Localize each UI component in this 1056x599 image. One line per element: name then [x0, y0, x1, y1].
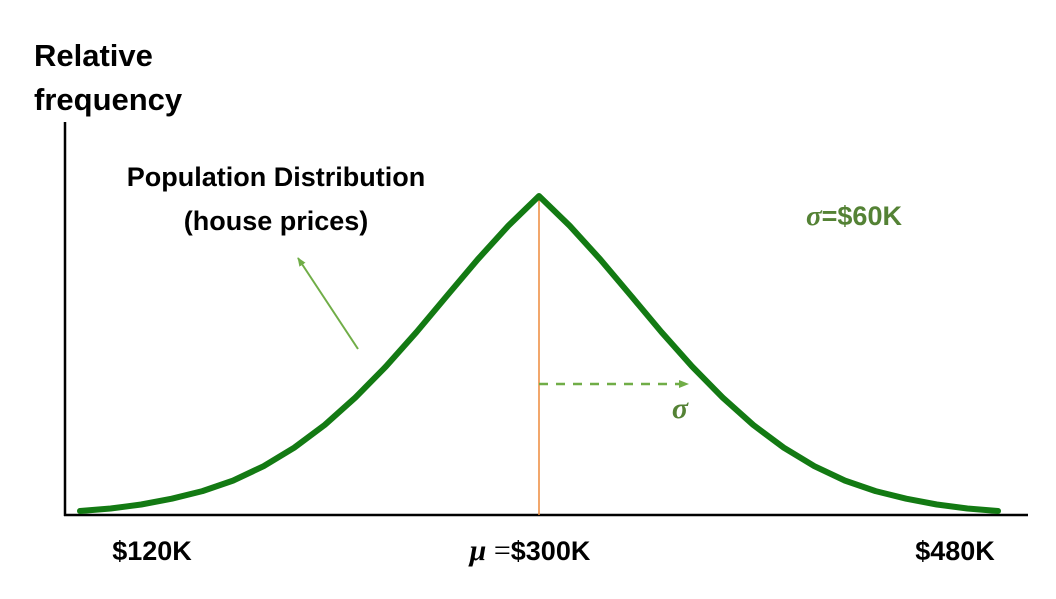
mu-symbol: μ	[468, 534, 487, 567]
sigma-value-label: σ=$60K	[806, 200, 902, 232]
y-axis-label: Relative frequency	[34, 34, 182, 122]
x-tick-label-120: $120K	[112, 536, 192, 566]
curve-label-line-2: (house prices)	[184, 206, 369, 236]
y-axis-label-line-2: frequency	[34, 82, 183, 117]
mean-value: $300K	[511, 536, 591, 566]
sigma-arrow-label: σ	[672, 392, 689, 425]
y-axis-label-line-1: Relative	[34, 38, 153, 73]
curve-label-line-1: Population Distribution	[127, 162, 425, 192]
sigma-symbol: σ	[806, 200, 823, 232]
x-tick-label-300: μ =$300K	[468, 534, 591, 567]
mu-equals: =	[486, 534, 510, 567]
sigma-value: =$60K	[822, 201, 903, 231]
normal-curve	[77, 193, 1001, 514]
curve-label-pointer	[297, 257, 359, 350]
x-tick-label-480: $480K	[915, 536, 995, 566]
